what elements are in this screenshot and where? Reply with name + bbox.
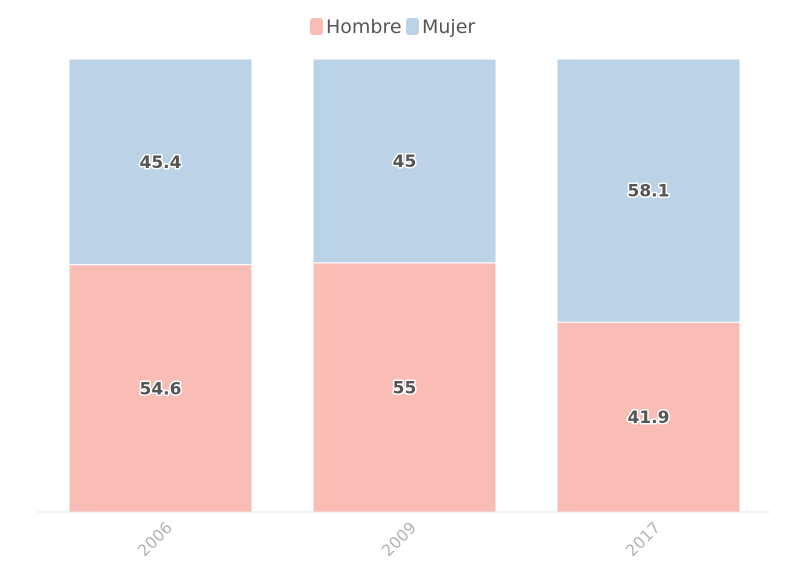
x-tick-label-2006: 2006 <box>134 518 176 560</box>
x-tick-labels: 2006 2009 2017 <box>134 518 664 560</box>
data-label-mujer-2017: 58.1 <box>628 182 670 202</box>
bar-mujer-2009 <box>312 58 497 264</box>
data-label-mujer-2006: 45.4 <box>140 153 182 173</box>
x-tick-label-2009: 2009 <box>378 518 420 560</box>
legend-swatch-mujer[interactable] <box>406 18 419 35</box>
legend: Hombre Mujer <box>310 16 475 38</box>
x-tick-label-2017: 2017 <box>622 518 664 560</box>
legend-label-mujer[interactable]: Mujer <box>422 16 475 38</box>
bar-hombre-2017 <box>556 321 741 513</box>
bar-mujer-2017 <box>556 58 741 323</box>
data-label-hombre-2009: 55 <box>393 378 417 398</box>
bars <box>68 58 741 513</box>
legend-label-hombre[interactable]: Hombre <box>326 16 402 38</box>
bar-hombre-2006 <box>68 264 253 513</box>
data-labels: 54.6 45.4 55 45 41.9 58.1 <box>138 150 671 429</box>
legend-swatch-hombre[interactable] <box>310 18 323 35</box>
data-label-mujer-2009: 45 <box>393 152 417 172</box>
bar-mujer-2006 <box>68 58 253 266</box>
data-label-hombre-2017: 41.9 <box>628 408 670 428</box>
data-label-hombre-2006: 54.6 <box>140 379 182 399</box>
